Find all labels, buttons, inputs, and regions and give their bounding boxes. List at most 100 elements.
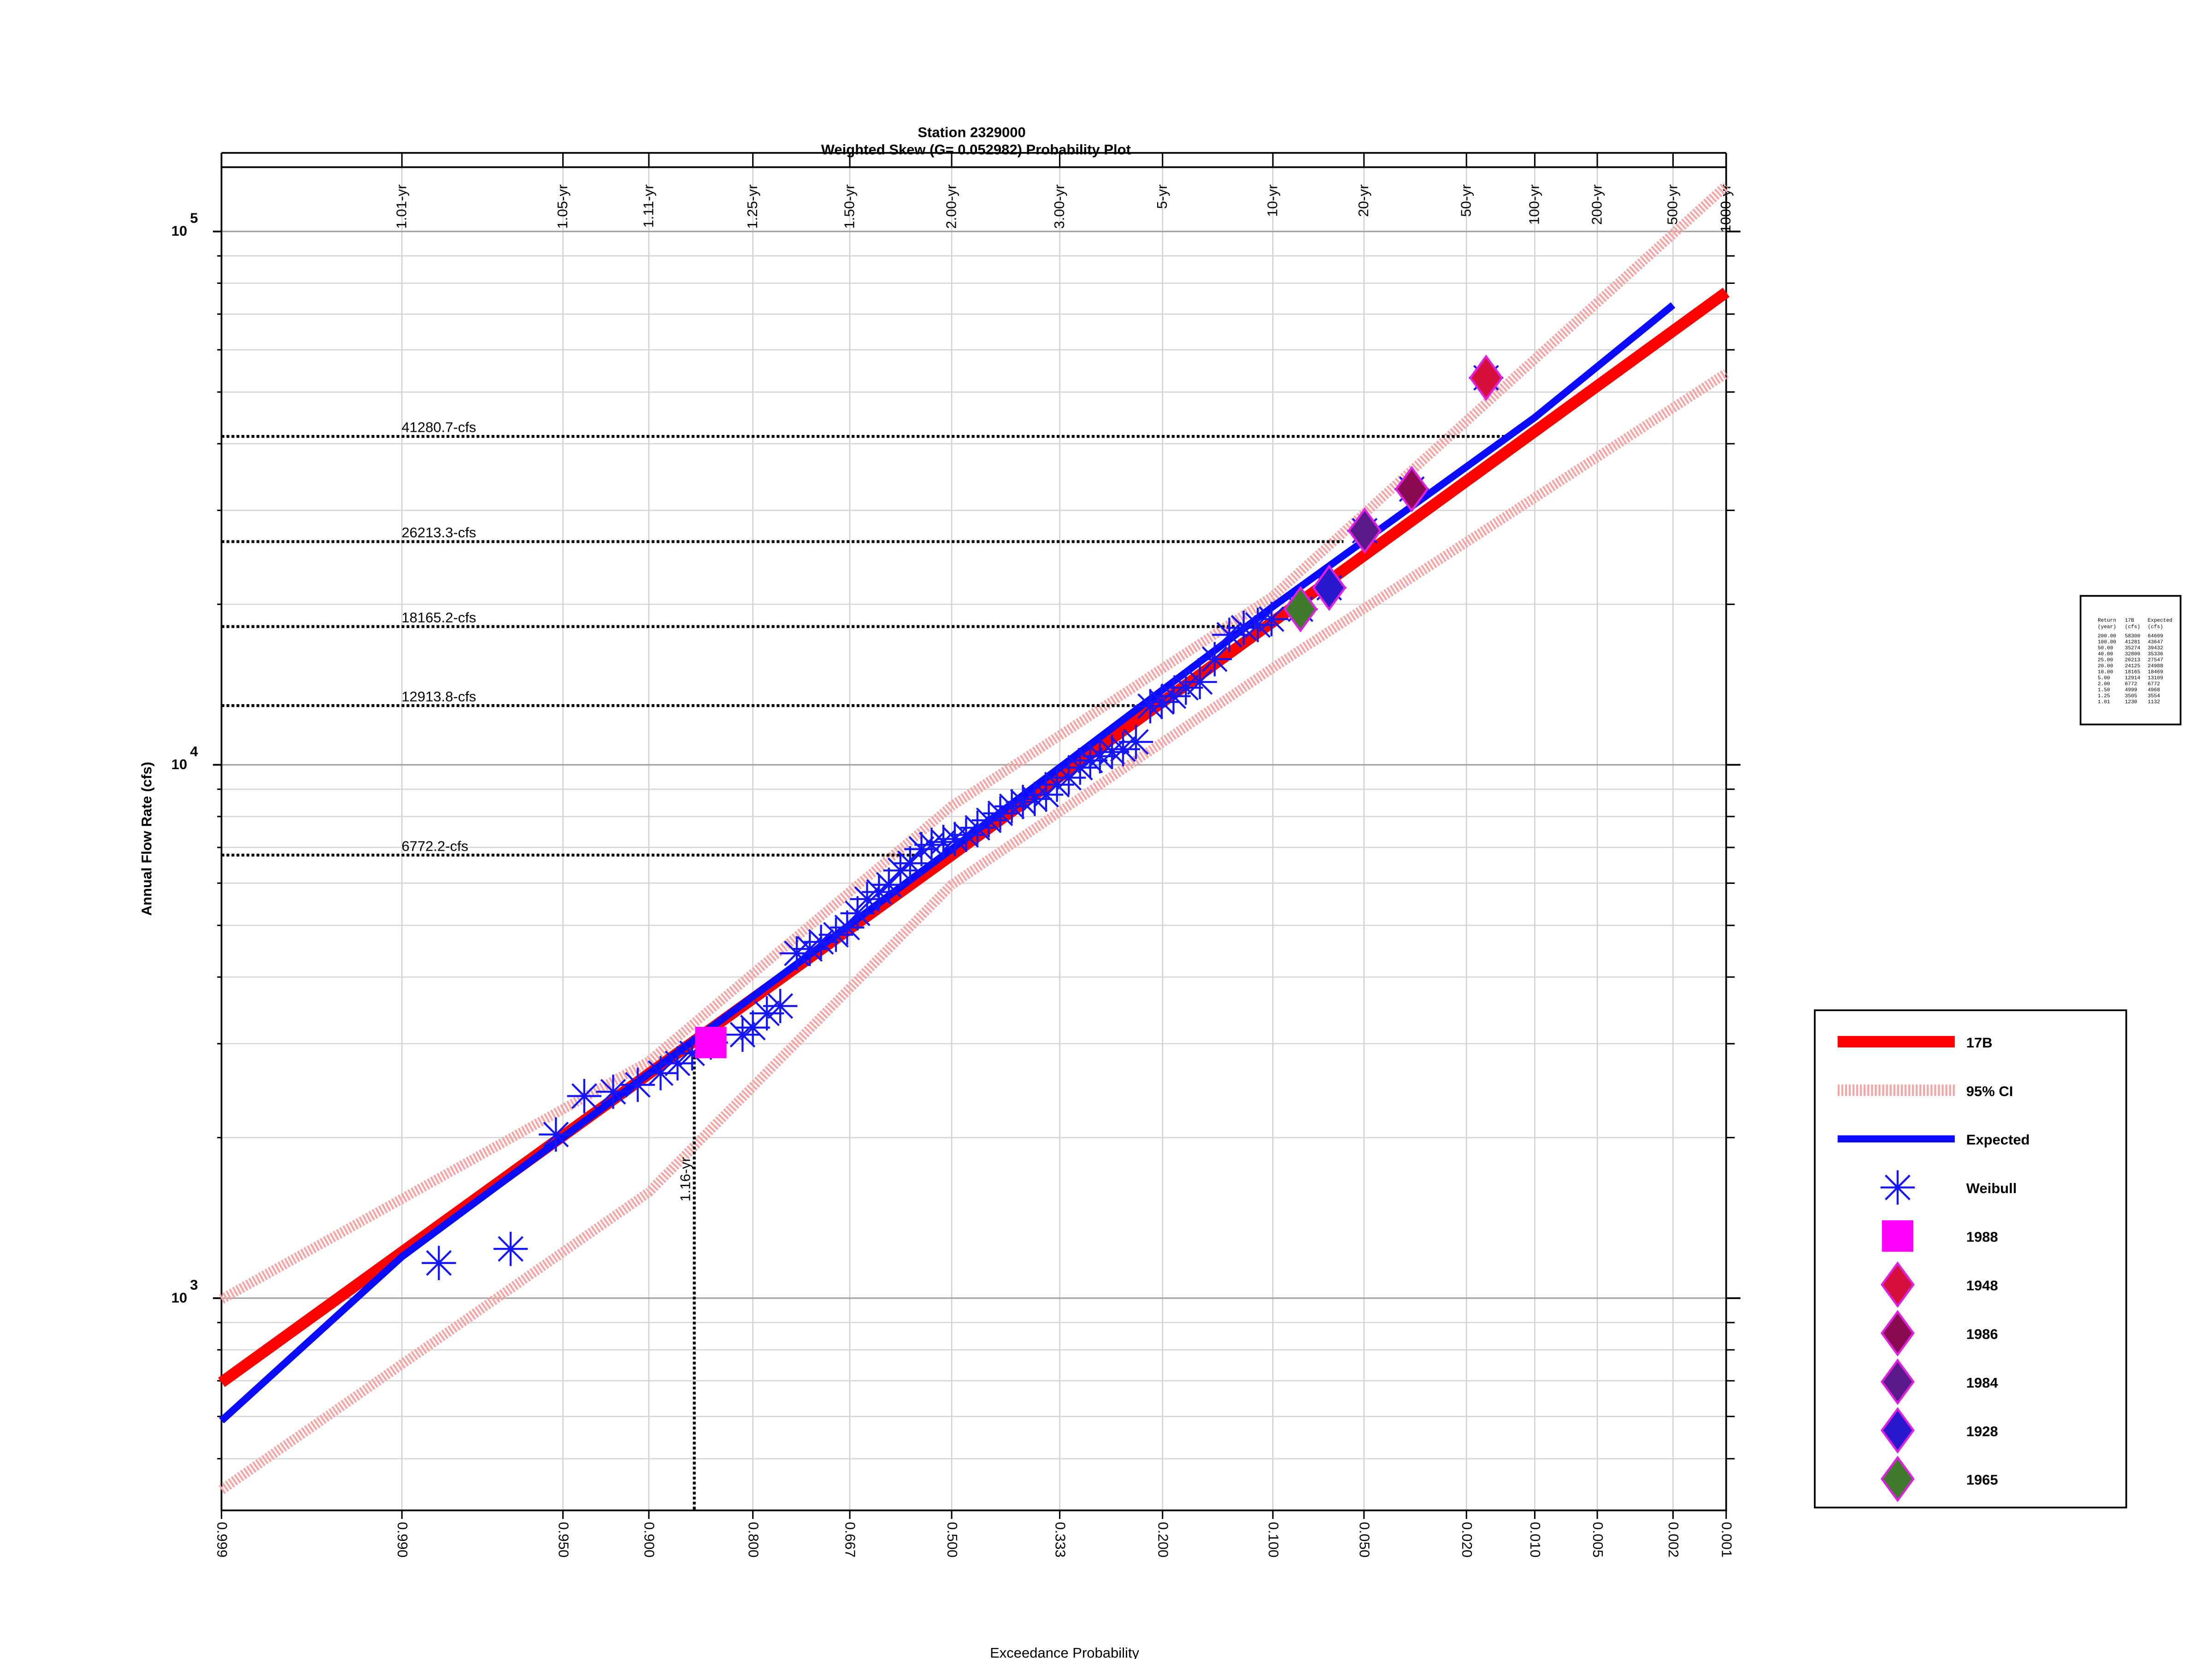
diamond-marker bbox=[1312, 564, 1347, 611]
x-tick-label: 0.005 bbox=[1590, 1522, 1606, 1558]
reference-label: 18165.2-cfs bbox=[401, 609, 476, 625]
weibull-marker bbox=[1106, 732, 1141, 766]
table-cell: 26213 bbox=[2125, 658, 2140, 663]
x-tick-label: 0.950 bbox=[555, 1522, 571, 1558]
weibull-marker bbox=[904, 832, 939, 866]
weibull-marker bbox=[1006, 784, 1040, 819]
weibull-marker bbox=[1073, 743, 1108, 778]
legend-marker bbox=[1880, 1359, 1915, 1405]
x-tick-label: 0.050 bbox=[1356, 1522, 1372, 1558]
x-tick-label: 0.001 bbox=[1718, 1522, 1735, 1558]
y-axis-label: Annual Flow Rate (cfs) bbox=[139, 762, 155, 916]
legend-marker bbox=[1880, 1170, 1915, 1205]
weibull-marker bbox=[620, 1067, 655, 1102]
legend-label: Weibull bbox=[1966, 1180, 2017, 1196]
legend-marker bbox=[1880, 1261, 1915, 1308]
table-cell: 20.00 bbox=[2098, 664, 2113, 669]
top-tick-label: 500-yr bbox=[1665, 184, 1681, 225]
weibull-marker bbox=[1133, 689, 1168, 724]
x-tick-label: 0.020 bbox=[1459, 1522, 1475, 1558]
weibull-marker bbox=[818, 918, 853, 952]
weibull-marker bbox=[1212, 618, 1247, 652]
table-cell: 6772 bbox=[2125, 682, 2137, 687]
top-tick-label: 1000-yr bbox=[1718, 184, 1734, 233]
y-tick-exponent: 5 bbox=[190, 210, 198, 226]
table-cell: 200.00 bbox=[2098, 634, 2116, 639]
top-tick-label: 100-yr bbox=[1526, 184, 1542, 225]
x-tick-label: 0.900 bbox=[641, 1522, 658, 1558]
x-tick-label: 0.200 bbox=[1155, 1522, 1171, 1558]
weibull-marker bbox=[1144, 684, 1179, 719]
weibull-marker bbox=[926, 824, 961, 859]
table-cell: 35274 bbox=[2125, 646, 2141, 651]
legend-label: 17B bbox=[1966, 1035, 1993, 1051]
legend-marker bbox=[1882, 1220, 1913, 1252]
chart-title: Station 2329000 bbox=[918, 124, 1025, 141]
weibull-marker bbox=[994, 789, 1029, 824]
x-tick-label: 0.999 bbox=[214, 1522, 230, 1558]
table-cell: 10.00 bbox=[2098, 670, 2113, 675]
weibull-marker bbox=[763, 988, 798, 1024]
top-tick-label: 1.11-yr bbox=[640, 184, 656, 228]
table-cell: 18165 bbox=[2125, 670, 2140, 675]
weibull-marker bbox=[1082, 739, 1117, 774]
table-cell: 25.00 bbox=[2098, 658, 2113, 663]
y-tick-label: 10 bbox=[171, 756, 187, 772]
x-tick-label: 0.002 bbox=[1665, 1522, 1682, 1558]
top-tick-label: 1.05-yr bbox=[554, 184, 571, 229]
weibull-marker bbox=[871, 867, 906, 902]
top-tick-label: 1.25-yr bbox=[744, 184, 760, 229]
weibull-marker bbox=[735, 1010, 770, 1045]
series-line bbox=[218, 369, 1729, 1494]
table-cell: 3554 bbox=[2147, 694, 2160, 699]
table-cell: 1132 bbox=[2147, 700, 2160, 705]
table-cell: 4999 bbox=[2125, 688, 2137, 693]
legend-label: 1988 bbox=[1966, 1229, 1998, 1245]
table-header: (year) bbox=[2098, 624, 2116, 630]
legend-label: 1965 bbox=[1966, 1472, 1998, 1488]
series-line bbox=[219, 302, 1676, 1424]
table-cell: 13109 bbox=[2147, 676, 2163, 681]
weibull-marker bbox=[1094, 735, 1130, 770]
weibull-marker bbox=[749, 996, 784, 1031]
table-cell: 50.00 bbox=[2098, 646, 2113, 651]
table-cell: 100.00 bbox=[2098, 640, 2116, 645]
table-header: Return bbox=[2098, 618, 2116, 624]
diamond-marker bbox=[1469, 354, 1503, 401]
table-header: (cfs) bbox=[2125, 624, 2140, 630]
x-tick-label: 0.990 bbox=[394, 1522, 411, 1558]
legend-label: 1928 bbox=[1966, 1423, 1998, 1439]
square-marker bbox=[695, 1027, 727, 1059]
reference-label: 41280.7-cfs bbox=[401, 419, 476, 435]
weibull-marker bbox=[883, 853, 918, 888]
weibull-marker bbox=[493, 1231, 528, 1266]
weibull-marker bbox=[1254, 602, 1289, 636]
top-tick-label: 50-yr bbox=[1458, 184, 1474, 217]
y-tick-label: 10 bbox=[171, 223, 187, 239]
table-cell: 58300 bbox=[2125, 634, 2141, 639]
series-line bbox=[219, 182, 1730, 1304]
weibull-marker bbox=[840, 896, 875, 931]
weibull-marker bbox=[567, 1079, 602, 1113]
weibull-marker bbox=[1063, 750, 1098, 785]
diamond-marker bbox=[1394, 465, 1429, 512]
weibull-marker bbox=[937, 822, 972, 856]
weibull-marker bbox=[422, 1246, 456, 1280]
weibull-marker bbox=[779, 936, 814, 971]
legend-label: 1986 bbox=[1966, 1326, 1998, 1342]
legend-marker bbox=[1880, 1407, 1915, 1454]
table-cell: 3505 bbox=[2125, 694, 2137, 699]
table-cell: 35336 bbox=[2147, 652, 2163, 657]
weibull-marker bbox=[830, 910, 865, 945]
reference-label: 1.16-yr bbox=[677, 1157, 693, 1201]
reference-label: 6772.2-cfs bbox=[401, 838, 468, 854]
x-axis-label: Exceedance Probability bbox=[990, 1645, 1139, 1659]
top-tick-label: 20-yr bbox=[1355, 184, 1371, 217]
top-tick-label: 200-yr bbox=[1588, 184, 1605, 225]
table-header: Expected bbox=[2147, 618, 2172, 624]
weibull-marker bbox=[1040, 767, 1074, 802]
weibull-marker bbox=[960, 811, 995, 845]
weibull-marker bbox=[1156, 679, 1191, 713]
